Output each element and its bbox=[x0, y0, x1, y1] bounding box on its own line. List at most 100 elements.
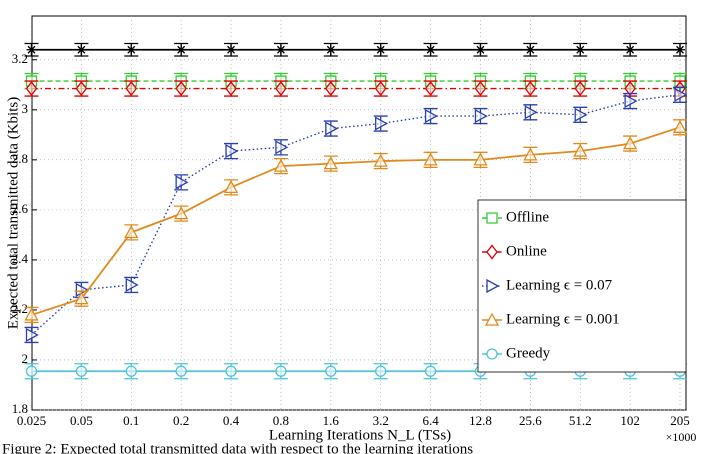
caption: Figure 2: Expected total transmitted dat… bbox=[2, 441, 473, 454]
marker bbox=[25, 327, 39, 343]
legend-label: Offline bbox=[506, 209, 549, 225]
x-axis-label: Learning Iterations N_L (TSs) bbox=[269, 427, 451, 443]
y-tick-label: 2.6 bbox=[12, 201, 29, 216]
marker bbox=[223, 180, 239, 194]
marker bbox=[573, 143, 588, 157]
marker bbox=[323, 156, 338, 170]
marker bbox=[424, 365, 437, 377]
legend-marker bbox=[484, 312, 500, 326]
marker bbox=[375, 44, 386, 55]
legend: Offline Online Learning ϵ = 0.07 Learning ϵ… bbox=[477, 199, 687, 373]
legend-marker bbox=[486, 212, 498, 224]
y-tick-label: 2 bbox=[22, 351, 29, 366]
x-tick-label: 0.8 bbox=[273, 413, 289, 428]
marker bbox=[275, 140, 289, 155]
legend-marker bbox=[486, 348, 498, 360]
marker bbox=[26, 44, 37, 55]
x-tick-label: 0.1 bbox=[123, 413, 139, 428]
x-tick-label: 51.2 bbox=[569, 413, 592, 428]
marker bbox=[574, 80, 587, 97]
marker bbox=[424, 108, 438, 124]
marker bbox=[672, 119, 688, 133]
marker bbox=[273, 158, 289, 172]
y-tick-label: 3.2 bbox=[12, 51, 28, 66]
marker bbox=[225, 80, 237, 97]
marker bbox=[524, 80, 537, 97]
marker bbox=[174, 206, 189, 220]
marker bbox=[575, 44, 586, 55]
marker bbox=[324, 80, 337, 97]
marker bbox=[375, 365, 387, 377]
y-tick-label: 2.4 bbox=[12, 251, 29, 266]
marker bbox=[275, 365, 287, 377]
x-tick-label: 1.6 bbox=[323, 413, 340, 428]
legend-marker bbox=[486, 244, 498, 260]
marker bbox=[125, 365, 137, 377]
marker bbox=[175, 365, 187, 377]
x-tick-label: 3.2 bbox=[373, 413, 389, 428]
x-tick-label: 12.8 bbox=[469, 413, 492, 428]
marker bbox=[374, 80, 387, 97]
marker bbox=[25, 365, 38, 377]
marker bbox=[425, 44, 436, 55]
legend-label: Greedy bbox=[506, 345, 551, 361]
marker bbox=[423, 152, 438, 166]
legend-label: Learning ϵ = 0.07 bbox=[506, 277, 613, 293]
marker bbox=[325, 121, 339, 136]
x-tick-label: 0.4 bbox=[223, 413, 240, 428]
x-tick-label: 0.05 bbox=[70, 413, 93, 428]
x-tick-label: 0.025 bbox=[17, 413, 46, 428]
marker bbox=[625, 44, 636, 55]
legend-label: Online bbox=[506, 243, 547, 259]
marker bbox=[375, 116, 389, 131]
marker bbox=[474, 80, 487, 97]
marker bbox=[175, 175, 189, 190]
marker bbox=[225, 365, 237, 377]
series-line bbox=[31, 94, 681, 336]
x-tick-label: 102 bbox=[620, 413, 640, 428]
marker bbox=[175, 80, 187, 97]
marker bbox=[574, 107, 588, 122]
y-tick-label: 3 bbox=[22, 101, 29, 116]
marker bbox=[225, 143, 239, 159]
x-tick-label: 25.6 bbox=[519, 413, 542, 428]
marker bbox=[674, 87, 688, 102]
marker bbox=[25, 80, 38, 97]
marker bbox=[525, 44, 536, 55]
marker bbox=[176, 44, 187, 55]
marker bbox=[524, 105, 538, 120]
series-line bbox=[31, 126, 681, 316]
legend-label: Learning ϵ = 0.001 bbox=[506, 311, 620, 327]
marker bbox=[325, 44, 336, 55]
y-axis-label: Expected total transmitted data (Kbits) bbox=[5, 97, 21, 329]
legend-box bbox=[477, 199, 687, 373]
marker bbox=[75, 365, 88, 377]
marker bbox=[623, 136, 638, 150]
marker bbox=[125, 277, 139, 293]
y-tick-label: 2.8 bbox=[12, 151, 28, 166]
y-tick-label: 1.8 bbox=[12, 401, 28, 416]
marker bbox=[126, 44, 137, 55]
marker bbox=[475, 44, 486, 55]
marker bbox=[424, 80, 437, 97]
marker bbox=[275, 80, 287, 97]
marker bbox=[473, 152, 488, 166]
marker bbox=[275, 44, 286, 55]
marker bbox=[675, 44, 685, 55]
y-tick-label: 2.2 bbox=[12, 301, 28, 316]
marker bbox=[226, 44, 237, 55]
x-multiplier: ×1000 bbox=[666, 430, 697, 444]
legend-marker bbox=[486, 278, 500, 294]
marker bbox=[474, 108, 488, 124]
marker bbox=[373, 153, 388, 167]
marker bbox=[125, 80, 138, 97]
marker bbox=[124, 225, 139, 239]
x-tick-label: 6.4 bbox=[422, 413, 439, 428]
x-tick-label: 205 bbox=[670, 413, 690, 428]
x-tick-label: 0.2 bbox=[173, 413, 189, 428]
marker bbox=[74, 291, 89, 305]
marker bbox=[76, 44, 87, 55]
marker bbox=[24, 307, 39, 321]
marker bbox=[325, 365, 337, 377]
